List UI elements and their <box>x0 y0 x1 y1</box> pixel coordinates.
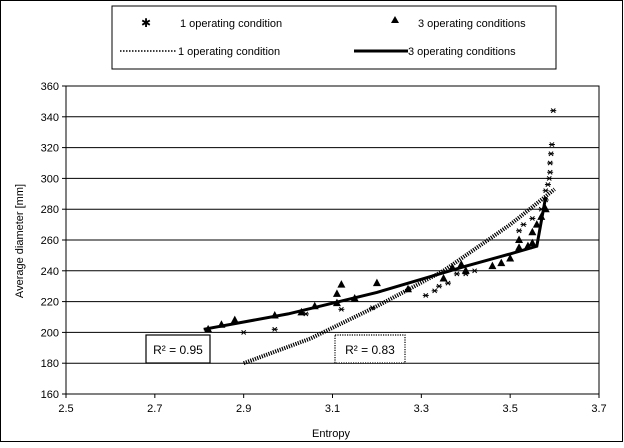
axis-ticks: 160 180 200 220 240 260 280 300 320 340 360 2.5 2.7 2… <box>41 81 607 415</box>
y-tick-label: 300 <box>41 173 59 185</box>
x-tick-label: 3.1 <box>325 403 340 415</box>
y-tick-label: 360 <box>41 81 59 93</box>
legend-item-solid-line: 3 operating conditions <box>354 46 516 58</box>
data-point-triangle <box>332 298 341 307</box>
r2-label-solid: R² = 0.95 <box>153 343 203 357</box>
legend-item-triangle: 3 operating conditions <box>391 16 526 30</box>
data-point-triangle <box>506 253 515 262</box>
data-point-star <box>422 292 429 298</box>
data-point-triangle <box>448 263 457 271</box>
trendline-dotted <box>243 187 556 366</box>
data-point-star <box>529 215 536 221</box>
legend-label-4: 3 operating conditions <box>408 46 516 58</box>
data-point-star <box>548 142 555 147</box>
data-point-triangle <box>515 243 524 251</box>
data-point-star <box>369 305 376 311</box>
data-point-triangle <box>488 261 497 270</box>
y-tick-label: 340 <box>41 112 59 124</box>
data-point-triangle <box>217 320 226 328</box>
r2-label-dotted: R² = 0.83 <box>345 343 395 357</box>
data-point-triangle <box>541 204 550 213</box>
y-tick-label: 200 <box>41 327 59 339</box>
legend-label-3: 1 operating condition <box>178 46 280 58</box>
data-point-star <box>546 175 553 181</box>
data-point-triangle <box>497 258 506 267</box>
data-point-triangle <box>230 315 239 324</box>
data-point-triangle <box>537 212 546 220</box>
data-point-star <box>544 182 551 188</box>
triangle-marker-icon <box>391 16 399 23</box>
data-point-star <box>471 268 478 274</box>
trendlines <box>203 187 556 366</box>
x-tick-label: 3.5 <box>503 403 518 415</box>
data-point-triangle <box>457 260 466 268</box>
y-tick-label: 320 <box>41 143 59 155</box>
data-point-triangle <box>528 227 537 236</box>
data-point-triangle <box>310 301 319 310</box>
data-point-star <box>550 108 557 114</box>
data-point-star <box>547 169 554 175</box>
data-point-star <box>547 160 554 166</box>
y-tick-label: 220 <box>41 297 59 309</box>
data-point-triangle <box>350 294 359 302</box>
y-tick-label: 260 <box>41 235 59 247</box>
data-point-star <box>453 271 460 277</box>
data-point-star <box>271 326 278 332</box>
x-axis-label: Entropy <box>312 428 350 440</box>
data-point-triangle <box>204 324 213 333</box>
y-axis-label: Average diameter [mm] <box>14 184 26 298</box>
data-point-triangle <box>332 289 341 297</box>
x-tick-label: 3.3 <box>414 403 429 415</box>
trendline-solid <box>203 196 548 331</box>
legend-label-2: 3 operating conditions <box>418 18 526 30</box>
data-point-triangle <box>528 238 537 247</box>
data-point-triangle <box>337 280 346 288</box>
y-tick-label: 280 <box>41 204 59 216</box>
legend-label-1: 1 operating condition <box>180 18 282 30</box>
data-point-star <box>431 288 438 294</box>
r2-box-dotted: R² = 0.83 <box>334 334 406 364</box>
data-point-triangle <box>532 220 541 228</box>
x-tick-label: 3.7 <box>591 403 606 415</box>
data-point-star <box>520 222 527 228</box>
data-point-triangle <box>461 266 470 274</box>
y-tick-label: 180 <box>41 358 59 370</box>
data-point-star <box>436 283 443 289</box>
data-point-triangle <box>515 235 524 243</box>
data-points <box>204 108 557 335</box>
y-tick-label: 160 <box>41 389 59 401</box>
gridlines <box>66 116 599 364</box>
legend-box <box>111 5 557 70</box>
legend-item-star: ✱ 1 operating condition <box>141 16 282 30</box>
x-tick-label: 2.7 <box>147 403 162 415</box>
legend: ✱ 1 operating condition 3 operating cond… <box>111 5 557 70</box>
data-point-triangle <box>523 241 532 250</box>
data-point-star <box>516 228 523 234</box>
x-tick-label: 2.5 <box>58 403 73 415</box>
data-point-triangle <box>270 310 279 319</box>
r2-box-solid: R² = 0.95 <box>145 334 211 364</box>
data-point-star <box>444 280 451 286</box>
data-point-triangle <box>439 274 448 282</box>
y-tick-label: 240 <box>41 266 59 278</box>
data-point-star <box>240 329 247 335</box>
data-point-star <box>542 197 549 203</box>
legend-item-dotted-line: 1 operating condition <box>120 46 280 58</box>
data-point-triangle <box>372 278 381 287</box>
data-point-triangle <box>404 284 413 293</box>
star-marker-icon: ✱ <box>141 16 151 30</box>
data-point-star <box>338 306 345 312</box>
data-point-triangle <box>297 307 306 316</box>
data-point-star <box>542 188 549 194</box>
data-point-star <box>548 151 555 157</box>
x-tick-label: 2.9 <box>236 403 251 415</box>
